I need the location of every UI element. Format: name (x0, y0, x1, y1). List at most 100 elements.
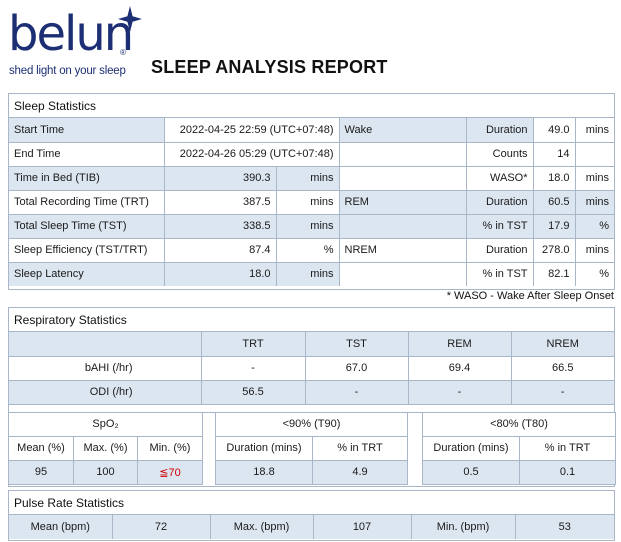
table-row: End Time 2022-04-26 05:29 (UTC+07:48) Co… (9, 141, 615, 167)
table-row: 0.5 0.1 (422, 459, 616, 485)
spo2-table: SpO₂ Mean (%) Max. (%) Min. (%) 95 100 ≦… (7, 411, 204, 485)
group-label: REM (338, 189, 467, 215)
table-cell: - (407, 379, 512, 405)
metric-label: Counts (465, 141, 534, 167)
metric-unit: mins (574, 237, 615, 263)
group-label (338, 141, 467, 167)
table-row: Duration (mins) % in TRT (422, 435, 616, 461)
table-row: Sleep Efficiency (TST/TRT) 87.4 % NREM D… (9, 237, 615, 263)
table-row: Sleep Latency 18.0 mins % in TST 82.1 % (9, 261, 615, 286)
pulse-rate-table: Mean (bpm) 72 Max. (bpm) 107 Min. (bpm) … (9, 515, 614, 539)
t80-duration-value: 0.5 (422, 459, 520, 485)
metric-label: % in TST (465, 261, 534, 286)
sleep-statistics-section: Sleep Statistics Start Time 2022-04-25 2… (8, 93, 615, 290)
row-label: ODI (/hr) (9, 379, 202, 405)
table-cell: 69.4 (407, 355, 512, 381)
column-header: REM (407, 332, 512, 357)
metric-value: 49.0 (532, 118, 576, 143)
metric-label: Duration (465, 118, 534, 143)
row-value: 87.4 (163, 237, 277, 263)
pulse-max-value: 107 (312, 515, 412, 539)
table-row: <80% (T80) (422, 411, 616, 437)
belun-logo: belun ® shed light on your sleep (6, 4, 146, 82)
waso-footnote: * WASO - Wake After Sleep Onset (446, 290, 614, 302)
metric-value: 17.9 (532, 213, 576, 239)
logo-tagline: shed light on your sleep (9, 65, 126, 77)
group-label: Wake (338, 118, 467, 143)
table-row: SpO₂ (7, 411, 204, 437)
metric-value: 14 (532, 141, 576, 167)
group-label: NREM (338, 237, 467, 263)
logo-wordmark: belun (8, 6, 134, 62)
oxygen-tables: SpO₂ Mean (%) Max. (%) Min. (%) 95 100 ≦… (7, 411, 616, 485)
table-row: Mean (bpm) 72 Max. (bpm) 107 Min. (bpm) … (9, 515, 614, 539)
spo2-mean-value: 95 (8, 459, 74, 485)
table-row: TRT TST REM NREM (9, 332, 614, 357)
metric-label: % in TST (465, 213, 534, 239)
table-row: 18.8 4.9 (215, 459, 408, 485)
table-cell: - (304, 379, 409, 405)
pulse-max-label: Max. (bpm) (209, 515, 314, 539)
row-label: Total Sleep Time (TST) (9, 213, 165, 239)
column-header: Min. (%) (136, 435, 204, 461)
table-row: Total Sleep Time (TST) 338.5 mins % in T… (9, 213, 615, 239)
column-header: TRT (200, 332, 306, 357)
table-cell: - (510, 379, 614, 405)
table-row: ODI (/hr) 56.5 - - - (9, 379, 614, 405)
t90-table: <90% (T90) Duration (mins) % in TRT 18.8… (215, 411, 408, 485)
row-value: 338.5 (163, 213, 277, 239)
metric-value: 60.5 (532, 189, 576, 215)
row-value: 18.0 (163, 261, 277, 286)
column-header: Duration (mins) (215, 435, 313, 461)
metric-unit: mins (574, 189, 615, 215)
row-label: Sleep Latency (9, 261, 165, 286)
corner-cell (9, 332, 202, 357)
t90-title: <90% (T90) (215, 411, 408, 437)
table-row: bAHI (/hr) - 67.0 69.4 66.5 (9, 355, 614, 381)
row-unit: mins (275, 213, 340, 239)
table-row: Total Recording Time (TRT) 387.5 mins RE… (9, 189, 615, 215)
respiratory-statistics-heading: Respiratory Statistics (9, 308, 614, 332)
row-unit: mins (275, 189, 340, 215)
metric-unit (574, 141, 615, 167)
row-label: Total Recording Time (TRT) (9, 189, 165, 215)
column-header: Mean (%) (8, 435, 74, 461)
respiratory-index-table: TRT TST REM NREM bAHI (/hr) - 67.0 69.4 … (9, 332, 614, 405)
t80-table: <80% (T80) Duration (mins) % in TRT 0.5 … (422, 411, 616, 485)
column-header: % in TRT (312, 435, 408, 461)
row-label: Start Time (9, 118, 165, 143)
row-label: Sleep Efficiency (TST/TRT) (9, 237, 165, 263)
respiratory-statistics-section: Respiratory Statistics TRT TST REM NREM … (7, 307, 616, 487)
table-row: Time in Bed (TIB) 390.3 mins WASO* 18.0 … (9, 165, 615, 191)
row-value: 2022-04-25 22:59 (UTC+07:48) (163, 118, 340, 143)
row-unit: mins (275, 261, 340, 286)
table-row: Duration (mins) % in TRT (215, 435, 408, 461)
row-value: 390.3 (163, 165, 277, 191)
row-label: End Time (9, 141, 165, 167)
row-unit: mins (275, 165, 340, 191)
table-row: Start Time 2022-04-25 22:59 (UTC+07:48) … (9, 118, 615, 143)
registered-mark: ® (120, 48, 126, 57)
row-value: 2022-04-26 05:29 (UTC+07:48) (163, 141, 340, 167)
table-cell: 56.5 (200, 379, 306, 405)
table-cell: - (200, 355, 306, 381)
t80-title: <80% (T80) (422, 411, 616, 437)
row-label: Time in Bed (TIB) (9, 165, 165, 191)
table-row: 95 100 ≦70 (8, 459, 204, 485)
spo2-title: SpO₂ (7, 411, 204, 437)
table-row: <90% (T90) (215, 411, 408, 437)
metric-label: Duration (465, 189, 534, 215)
pulse-rate-statistics-section: Pulse Rate Statistics Mean (bpm) 72 Max.… (8, 490, 615, 541)
metric-value: 278.0 (532, 237, 576, 263)
table-cell: 67.0 (304, 355, 409, 381)
row-label: bAHI (/hr) (9, 355, 202, 381)
metric-label: Duration (465, 237, 534, 263)
spo2-max-value: 100 (73, 459, 138, 485)
metric-value: 18.0 (532, 165, 576, 191)
t90-duration-value: 18.8 (215, 459, 313, 485)
pulse-min-value: 53 (514, 515, 614, 539)
metric-unit: mins (574, 118, 615, 143)
row-unit: % (275, 237, 340, 263)
pulse-rate-statistics-heading: Pulse Rate Statistics (9, 491, 614, 515)
metric-unit: mins (574, 165, 615, 191)
